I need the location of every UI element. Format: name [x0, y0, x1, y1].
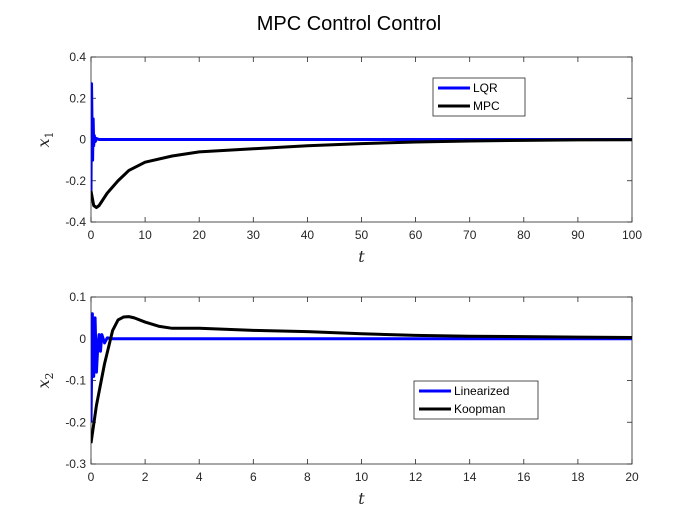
- x-tick-label: 50: [355, 228, 369, 242]
- bottom-subplot: 0 2 4 6 8 10 12 14 16 18 20-0.3-0.2-0.100.1tx2Line…: [34, 290, 639, 508]
- y-axis-label-symbol: x: [34, 138, 53, 147]
- legend-box: [413, 380, 539, 420]
- x-tick-label: 30: [247, 228, 261, 242]
- y-tick-label: 0.1: [69, 290, 86, 304]
- y-axis-label-subscript: 2: [43, 372, 56, 379]
- y-tick-label: -0.2: [65, 415, 86, 429]
- x-tick-label: 60: [409, 228, 423, 242]
- x-axis-label: t: [358, 489, 365, 508]
- x-tick-label: 2: [142, 470, 149, 484]
- x-tick-label: 0: [88, 228, 95, 242]
- x-axis-label: t: [358, 247, 365, 266]
- x-tick-label: 20: [625, 470, 639, 484]
- y-axis-label-symbol: x: [34, 379, 53, 388]
- x-tick-label: 12: [409, 470, 423, 484]
- top-subplot: 0 10 20 30 40 50 60 70 80 90 100 -0.4 -0.2 0 0.2 0.4 t x1…: [34, 50, 642, 266]
- y-tick-label: 0.2: [69, 91, 86, 105]
- x-tick-label: 40: [301, 228, 315, 242]
- x-tick-label: 100: [622, 228, 642, 242]
- series-line-lqr: [91, 82, 632, 192]
- legend-label: LQR: [473, 81, 498, 95]
- series-line-linearized: [91, 312, 632, 423]
- y-axis-label-subscript: 1: [43, 131, 56, 138]
- y-axis-label: x1: [34, 131, 56, 147]
- y-tick-label: 0: [79, 332, 86, 346]
- x-tick-label: 10: [138, 228, 152, 242]
- y-tick-label: -0.2: [65, 174, 86, 188]
- x-tick-label: 8: [304, 470, 311, 484]
- legend-label: Koopman: [454, 402, 505, 416]
- x-tick-label: 90: [571, 228, 585, 242]
- x-tick-label: 4: [196, 470, 203, 484]
- x-tick-label: 18: [571, 470, 585, 484]
- y-tick-label: -0.4: [65, 215, 86, 229]
- x-tick-label: 6: [250, 470, 257, 484]
- legend-label: Linearized: [454, 384, 509, 398]
- figure-title: MPC Control Control: [257, 13, 442, 35]
- legend: LQR MPC: [432, 77, 526, 117]
- x-tick-label: 70: [463, 228, 477, 242]
- axes-box: [90, 296, 633, 465]
- x-tick-label: 20: [193, 228, 207, 242]
- series-line-mpc: [91, 138, 632, 210]
- x-tick-label: 14: [463, 470, 477, 484]
- y-tick-label: 0: [79, 133, 86, 147]
- y-tick-label: -0.1: [65, 374, 86, 388]
- x-tick-label: 0: [88, 470, 95, 484]
- legend-box: [432, 77, 526, 117]
- legend-label: MPC: [473, 99, 500, 113]
- y-tick-label: 0.4: [69, 50, 86, 64]
- y-axis-label: x2: [34, 372, 56, 388]
- legend: Linearized Koopman: [413, 380, 539, 420]
- x-tick-label: 80: [517, 228, 531, 242]
- series-line-koopman: [91, 315, 632, 444]
- y-tick-label: -0.3: [65, 457, 86, 471]
- x-tick-label: 16: [517, 470, 531, 484]
- x-tick-label: 10: [355, 470, 369, 484]
